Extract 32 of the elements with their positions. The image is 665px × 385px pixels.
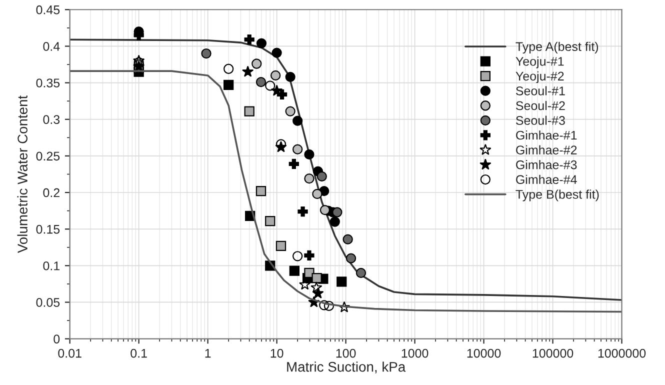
y-tick-label: 0.15 [36,224,60,234]
y-tick-label: 0.2 [43,188,60,198]
x-tick-label: 10000 [467,348,501,358]
y-tick-label: 0.45 [36,5,60,14]
legend-label: Gimhae-#1 [516,130,577,140]
legend-label: Yeoju-#2 [516,71,564,84]
y-tick-label: 0.35 [36,78,60,88]
x-tick-label: 0.01 [58,348,82,358]
x-tick-label: 100 [336,348,356,358]
legend-label: Yeoju-#1 [516,56,564,68]
legend-label: Seoul-#2 [516,100,565,110]
y-axis-title: Volumetric Water Content [17,95,28,254]
y-tick-label: 0.3 [43,115,60,124]
x-tick-label: 0.1 [130,348,147,358]
y-tick-label: 0.25 [36,152,60,161]
legend-label: Gimhae-#4 [516,174,577,184]
legend-label: Gimhae-#2 [516,145,577,154]
legend-label: Seoul-#1 [516,86,565,96]
x-tick-label: 10 [270,348,284,358]
legend-label: Seoul-#3 [516,116,565,125]
x-axis-title: Matric Suction, kPa [287,362,406,374]
x-tick-label: 1 [205,348,211,358]
x-tick-label: 1000 [402,348,428,358]
legend-label: Gimhae-#3 [516,160,577,170]
legend-label: Type A(best fit) [516,42,598,54]
x-tick-label: 100000 [532,348,574,358]
y-tick-label: 0.4 [43,42,60,51]
y-tick-label: 0 [54,334,60,344]
y-tick-label: 0.05 [36,298,60,307]
y-tick-label: 0.1 [43,261,60,270]
x-tick-label: 1000000 [598,348,646,358]
legend-label: Type B(best fit) [516,190,599,202]
